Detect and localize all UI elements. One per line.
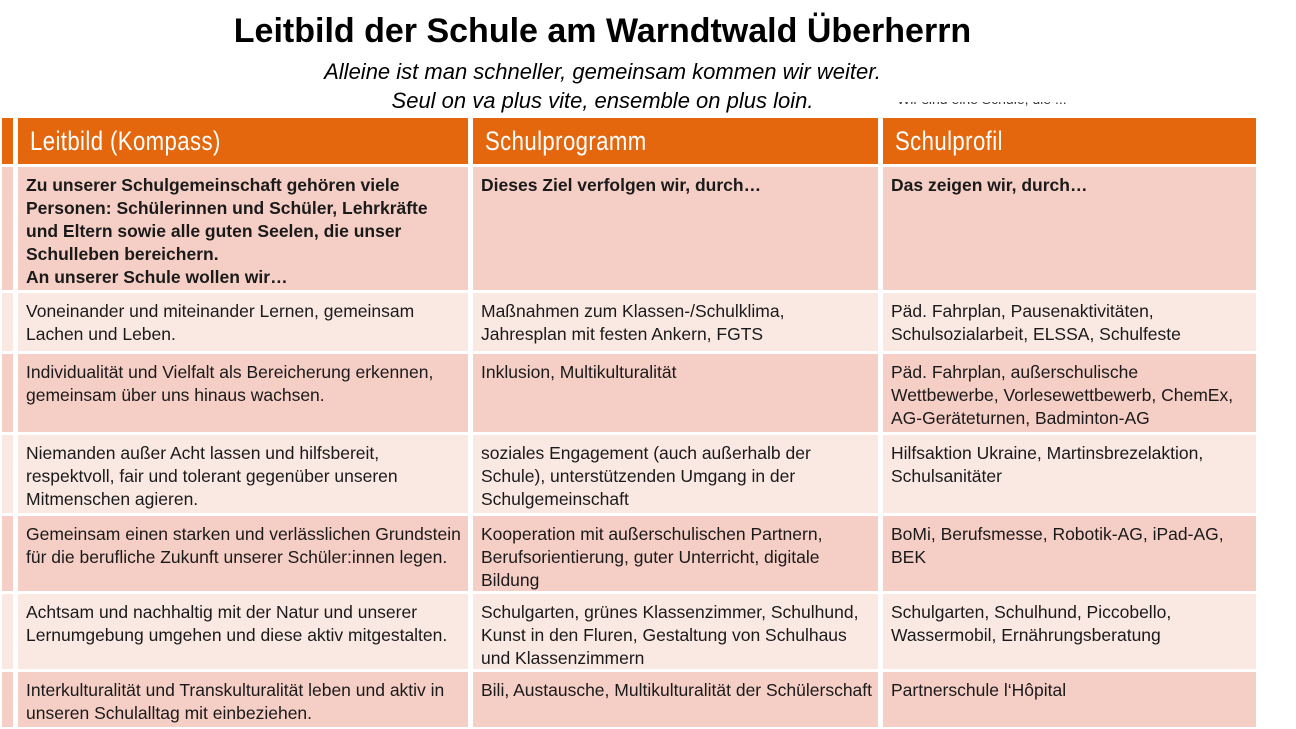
table-cell-schulprogramm: Kooperation mit außerschulischen Partner… xyxy=(473,516,878,591)
column-header-leitbild: Leitbild (Kompass) xyxy=(18,118,468,164)
row-strip-cell xyxy=(2,672,13,727)
table-cell-schulprogramm: Bili, Austausche, Multikulturalität der … xyxy=(473,672,878,727)
table-cell-schulprofil: Päd. Fahrplan, außerschulische Wettbewer… xyxy=(883,354,1256,432)
table-cell-leitbild: Zu unserer Schulgemeinschaft gehören vie… xyxy=(18,167,468,290)
row-strip-cell xyxy=(2,354,13,432)
table-cell-schulprogramm: Dieses Ziel verfolgen wir, durch… xyxy=(473,167,878,290)
table-cell-schulprofil: Päd. Fahrplan, Pausenaktivitäten, Schuls… xyxy=(883,293,1256,351)
table-cell-schulprofil: Das zeigen wir, durch… xyxy=(883,167,1256,290)
title-block: Leitbild der Schule am Warndtwald Überhe… xyxy=(0,12,1205,115)
subtitle-french: Seul on va plus vite, ensemble on plus l… xyxy=(391,88,814,113)
column-header-schulprogramm: Schulprogramm xyxy=(473,118,878,164)
leitbild-table: Leitbild (Kompass) Schulprogramm Schulpr… xyxy=(2,118,1256,727)
table-cell-schulprogramm: Maßnahmen zum Klassen-/Schulklima, Jahre… xyxy=(473,293,878,351)
table-cell-leitbild: Individualität und Vielfalt als Bereiche… xyxy=(18,354,468,432)
column-header-label: Schulprogramm xyxy=(485,125,647,156)
row-strip-cell xyxy=(2,167,13,290)
table-cell-leitbild: Achtsam und nachhaltig mit der Natur und… xyxy=(18,594,468,669)
page-title: Leitbild der Schule am Warndtwald Überhe… xyxy=(233,12,972,50)
row-strip-cell xyxy=(2,435,13,513)
table-cell-schulprofil: Hilfsaktion Ukraine, Martinsbrezelaktion… xyxy=(883,435,1256,513)
table-cell-leitbild: Niemanden außer Acht lassen und hilfsber… xyxy=(18,435,468,513)
row-strip-cell xyxy=(2,516,13,591)
page-subtitle: Alleine ist man schneller, gemeinsam kom… xyxy=(0,57,1205,115)
table-cell-leitbild: Interkulturalität und Transkulturalität … xyxy=(18,672,468,727)
table-cell-schulprofil: BoMi, Berufsmesse, Robotik-AG, iPad-AG, … xyxy=(883,516,1256,591)
row-strip-cell xyxy=(2,594,13,669)
header-strip-cell xyxy=(2,118,13,164)
column-header-schulprofil: Schulprofil xyxy=(883,118,1256,164)
column-header-label: Schulprofil xyxy=(895,125,1003,156)
table-cell-leitbild: Voneinander und miteinander Lernen, geme… xyxy=(18,293,468,351)
table-cell-schulprofil: Partnerschule l‘Hôpital xyxy=(883,672,1256,727)
table-cell-schulprogramm: Schulgarten, grünes Klassenzimmer, Schul… xyxy=(473,594,878,669)
table-cell-schulprogramm: Inklusion, Multikulturalität xyxy=(473,354,878,432)
table-cell-schulprofil: Schulgarten, Schulhund, Piccobello, Wass… xyxy=(883,594,1256,669)
table-cell-schulprogramm: soziales Engagement (auch außerhalb der … xyxy=(473,435,878,513)
subtitle-german: Alleine ist man schneller, gemeinsam kom… xyxy=(324,59,881,84)
column-header-label: Leitbild (Kompass) xyxy=(30,125,221,156)
row-strip-cell xyxy=(2,293,13,351)
table-cell-leitbild: Gemeinsam einen starken und verlässliche… xyxy=(18,516,468,591)
